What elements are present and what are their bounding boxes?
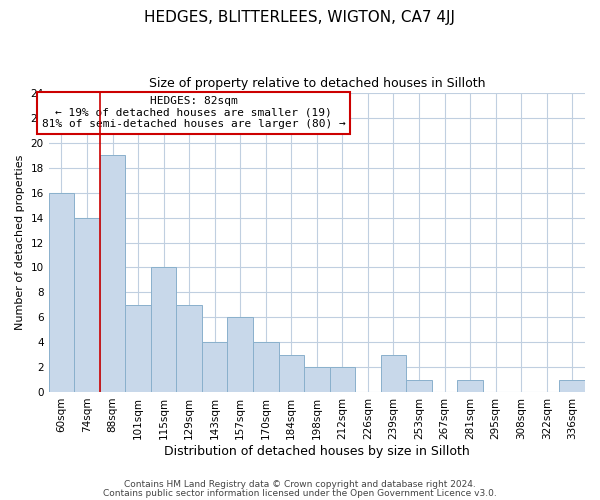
Bar xyxy=(406,380,432,392)
Bar xyxy=(329,367,355,392)
Bar xyxy=(49,192,74,392)
Bar xyxy=(380,354,406,392)
Bar xyxy=(125,305,151,392)
Title: Size of property relative to detached houses in Silloth: Size of property relative to detached ho… xyxy=(149,78,485,90)
Bar xyxy=(202,342,227,392)
Text: HEDGES, BLITTERLEES, WIGTON, CA7 4JJ: HEDGES, BLITTERLEES, WIGTON, CA7 4JJ xyxy=(145,10,455,25)
Y-axis label: Number of detached properties: Number of detached properties xyxy=(15,155,25,330)
Bar xyxy=(253,342,278,392)
Text: Contains public sector information licensed under the Open Government Licence v3: Contains public sector information licen… xyxy=(103,489,497,498)
Bar xyxy=(278,354,304,392)
Bar xyxy=(304,367,329,392)
Bar xyxy=(74,218,100,392)
Bar xyxy=(100,156,125,392)
Text: Contains HM Land Registry data © Crown copyright and database right 2024.: Contains HM Land Registry data © Crown c… xyxy=(124,480,476,489)
X-axis label: Distribution of detached houses by size in Silloth: Distribution of detached houses by size … xyxy=(164,444,470,458)
Bar xyxy=(176,305,202,392)
Bar xyxy=(151,268,176,392)
Bar xyxy=(559,380,585,392)
Bar xyxy=(227,317,253,392)
Text: HEDGES: 82sqm
← 19% of detached houses are smaller (19)
81% of semi-detached hou: HEDGES: 82sqm ← 19% of detached houses a… xyxy=(41,96,346,129)
Bar xyxy=(457,380,483,392)
